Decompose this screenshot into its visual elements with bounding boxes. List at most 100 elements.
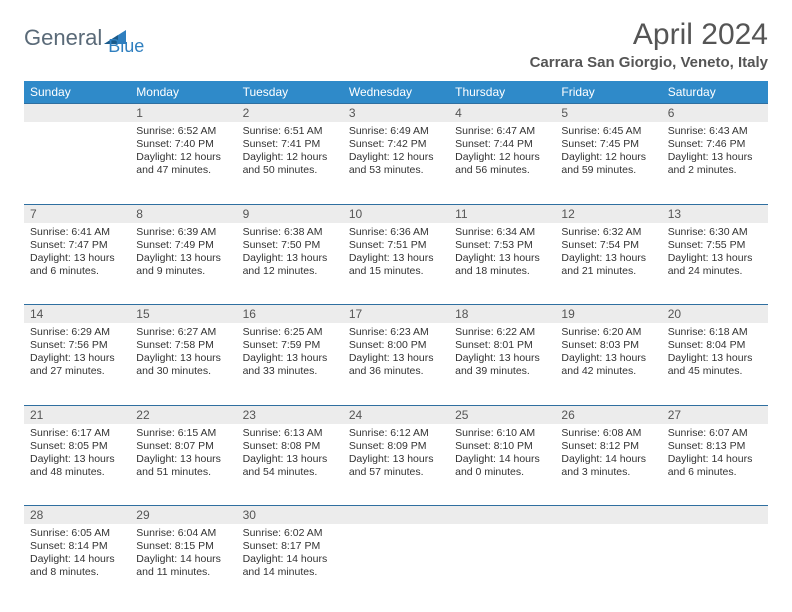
day-detail-cell: Sunrise: 6:17 AMSunset: 8:05 PMDaylight:…: [24, 424, 130, 506]
daylight-text: Daylight: 14 hours and 11 minutes.: [136, 553, 230, 579]
day-detail-cell: Sunrise: 6:02 AMSunset: 8:17 PMDaylight:…: [237, 524, 343, 606]
sunset-text: Sunset: 8:10 PM: [455, 440, 549, 453]
daylight-text: Daylight: 12 hours and 47 minutes.: [136, 151, 230, 177]
day-detail: Sunrise: 6:30 AMSunset: 7:55 PMDaylight:…: [662, 223, 768, 285]
daylight-text: Daylight: 13 hours and 45 minutes.: [668, 352, 762, 378]
daynum-row: 14151617181920: [24, 305, 768, 324]
sunrise-text: Sunrise: 6:45 AM: [561, 125, 655, 138]
day-number: 19: [561, 307, 574, 321]
daylight-text: Daylight: 13 hours and 54 minutes.: [243, 453, 337, 479]
day-number-cell: [662, 506, 768, 525]
day-detail-cell: Sunrise: 6:04 AMSunset: 8:15 PMDaylight:…: [130, 524, 236, 606]
day-number: 13: [668, 207, 681, 221]
day-number-cell: 24: [343, 405, 449, 424]
daylight-text: Daylight: 14 hours and 14 minutes.: [243, 553, 337, 579]
day-detail: Sunrise: 6:23 AMSunset: 8:00 PMDaylight:…: [343, 323, 449, 385]
weekday-header: Saturday: [662, 81, 768, 104]
sunset-text: Sunset: 8:14 PM: [30, 540, 124, 553]
day-detail: Sunrise: 6:41 AMSunset: 7:47 PMDaylight:…: [24, 223, 130, 285]
day-detail-cell: Sunrise: 6:34 AMSunset: 7:53 PMDaylight:…: [449, 223, 555, 305]
header: General Blue April 2024 Carrara San Gior…: [24, 18, 768, 77]
day-detail-cell: Sunrise: 6:22 AMSunset: 8:01 PMDaylight:…: [449, 323, 555, 405]
daylight-text: Daylight: 13 hours and 30 minutes.: [136, 352, 230, 378]
day-number-cell: 7: [24, 204, 130, 223]
day-number: 25: [455, 408, 468, 422]
day-detail-cell: Sunrise: 6:23 AMSunset: 8:00 PMDaylight:…: [343, 323, 449, 405]
sunrise-text: Sunrise: 6:04 AM: [136, 527, 230, 540]
sunrise-text: Sunrise: 6:47 AM: [455, 125, 549, 138]
daylight-text: Daylight: 13 hours and 48 minutes.: [30, 453, 124, 479]
daylight-text: Daylight: 12 hours and 56 minutes.: [455, 151, 549, 177]
day-number-cell: [555, 506, 661, 525]
sunrise-text: Sunrise: 6:41 AM: [30, 226, 124, 239]
calendar-table: Sunday Monday Tuesday Wednesday Thursday…: [24, 81, 768, 606]
day-number-cell: 27: [662, 405, 768, 424]
sunset-text: Sunset: 7:40 PM: [136, 138, 230, 151]
daylight-text: Daylight: 13 hours and 27 minutes.: [30, 352, 124, 378]
day-detail-cell: Sunrise: 6:05 AMSunset: 8:14 PMDaylight:…: [24, 524, 130, 606]
day-detail: Sunrise: 6:29 AMSunset: 7:56 PMDaylight:…: [24, 323, 130, 385]
daylight-text: Daylight: 12 hours and 50 minutes.: [243, 151, 337, 177]
day-number-cell: 10: [343, 204, 449, 223]
day-number-cell: 11: [449, 204, 555, 223]
day-number-cell: 23: [237, 405, 343, 424]
daylight-text: Daylight: 13 hours and 51 minutes.: [136, 453, 230, 479]
daylight-text: Daylight: 13 hours and 2 minutes.: [668, 151, 762, 177]
day-number-cell: 16: [237, 305, 343, 324]
sunset-text: Sunset: 7:54 PM: [561, 239, 655, 252]
day-detail: Sunrise: 6:08 AMSunset: 8:12 PMDaylight:…: [555, 424, 661, 486]
day-number: 30: [243, 508, 256, 522]
logo-text-blue: Blue: [108, 36, 144, 57]
day-number: 29: [136, 508, 149, 522]
day-detail: Sunrise: 6:43 AMSunset: 7:46 PMDaylight:…: [662, 122, 768, 184]
day-number: 4: [455, 106, 462, 120]
day-detail: [343, 524, 449, 533]
month-title: April 2024: [530, 18, 768, 52]
sunrise-text: Sunrise: 6:10 AM: [455, 427, 549, 440]
day-detail-cell: Sunrise: 6:49 AMSunset: 7:42 PMDaylight:…: [343, 122, 449, 204]
day-detail-cell: Sunrise: 6:12 AMSunset: 8:09 PMDaylight:…: [343, 424, 449, 506]
day-number: 26: [561, 408, 574, 422]
day-number-cell: 2: [237, 104, 343, 123]
day-detail-cell: [662, 524, 768, 606]
daylight-text: Daylight: 14 hours and 8 minutes.: [30, 553, 124, 579]
sunset-text: Sunset: 7:45 PM: [561, 138, 655, 151]
sunset-text: Sunset: 8:15 PM: [136, 540, 230, 553]
day-detail-cell: Sunrise: 6:52 AMSunset: 7:40 PMDaylight:…: [130, 122, 236, 204]
day-number: 22: [136, 408, 149, 422]
day-detail-cell: Sunrise: 6:43 AMSunset: 7:46 PMDaylight:…: [662, 122, 768, 204]
sunset-text: Sunset: 8:04 PM: [668, 339, 762, 352]
sunset-text: Sunset: 8:00 PM: [349, 339, 443, 352]
daylight-text: Daylight: 13 hours and 33 minutes.: [243, 352, 337, 378]
day-detail: Sunrise: 6:10 AMSunset: 8:10 PMDaylight:…: [449, 424, 555, 486]
location-label: Carrara San Giorgio, Veneto, Italy: [530, 54, 768, 71]
sunrise-text: Sunrise: 6:07 AM: [668, 427, 762, 440]
sunset-text: Sunset: 8:07 PM: [136, 440, 230, 453]
day-detail: Sunrise: 6:39 AMSunset: 7:49 PMDaylight:…: [130, 223, 236, 285]
day-detail-cell: [24, 122, 130, 204]
sunrise-text: Sunrise: 6:08 AM: [561, 427, 655, 440]
day-number: 5: [561, 106, 568, 120]
weekday-header: Friday: [555, 81, 661, 104]
sunset-text: Sunset: 8:08 PM: [243, 440, 337, 453]
day-detail-cell: Sunrise: 6:07 AMSunset: 8:13 PMDaylight:…: [662, 424, 768, 506]
weekday-header: Sunday: [24, 81, 130, 104]
sunrise-text: Sunrise: 6:13 AM: [243, 427, 337, 440]
day-detail-cell: [449, 524, 555, 606]
daynum-row: 21222324252627: [24, 405, 768, 424]
day-number-cell: 6: [662, 104, 768, 123]
day-detail-cell: Sunrise: 6:20 AMSunset: 8:03 PMDaylight:…: [555, 323, 661, 405]
day-number-cell: [343, 506, 449, 525]
sunset-text: Sunset: 7:44 PM: [455, 138, 549, 151]
daylight-text: Daylight: 13 hours and 15 minutes.: [349, 252, 443, 278]
day-detail: Sunrise: 6:07 AMSunset: 8:13 PMDaylight:…: [662, 424, 768, 486]
day-detail-cell: Sunrise: 6:15 AMSunset: 8:07 PMDaylight:…: [130, 424, 236, 506]
day-number-cell: 1: [130, 104, 236, 123]
day-detail-cell: Sunrise: 6:25 AMSunset: 7:59 PMDaylight:…: [237, 323, 343, 405]
sunrise-text: Sunrise: 6:25 AM: [243, 326, 337, 339]
day-detail: Sunrise: 6:52 AMSunset: 7:40 PMDaylight:…: [130, 122, 236, 184]
day-number: 11: [455, 207, 467, 221]
day-detail: Sunrise: 6:45 AMSunset: 7:45 PMDaylight:…: [555, 122, 661, 184]
day-number-cell: [24, 104, 130, 123]
day-detail: Sunrise: 6:15 AMSunset: 8:07 PMDaylight:…: [130, 424, 236, 486]
